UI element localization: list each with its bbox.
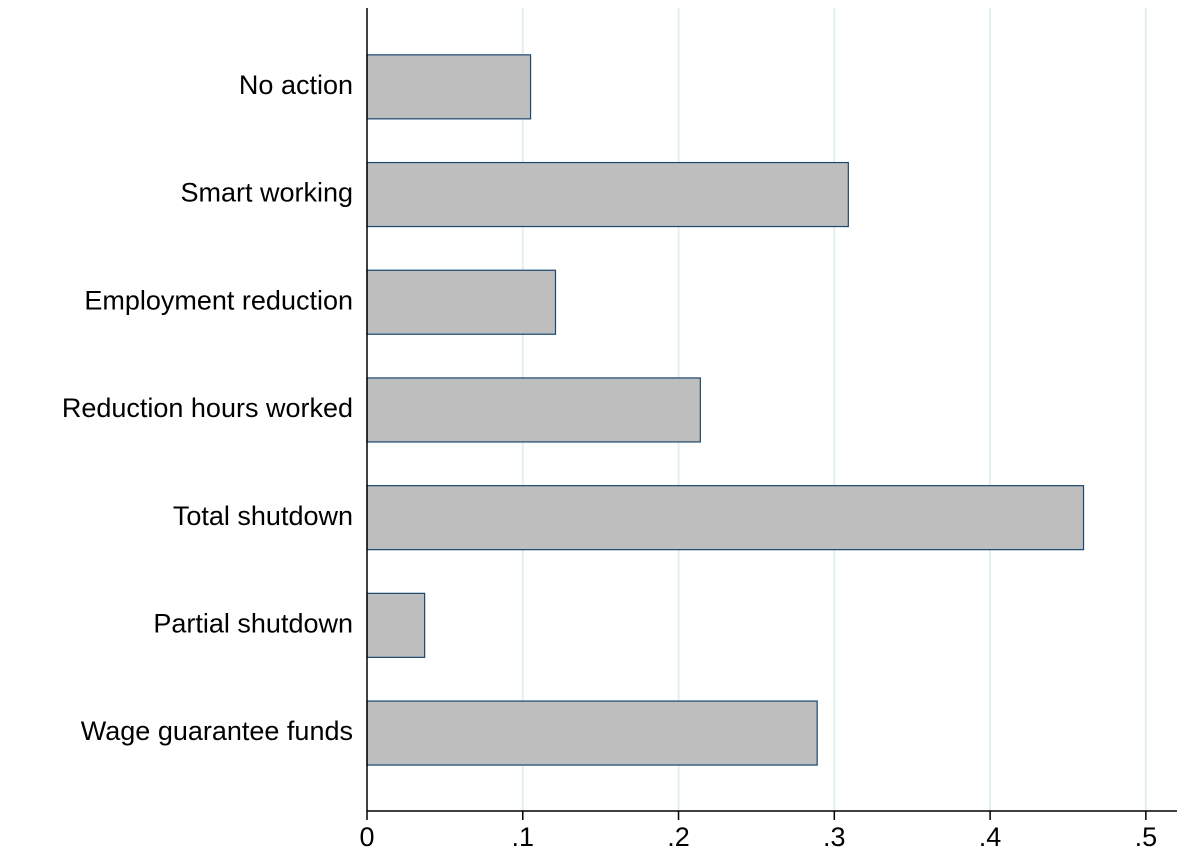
x-tick-label: .5 — [1135, 822, 1158, 852]
x-tick-label: .2 — [667, 822, 690, 852]
bar — [366, 269, 557, 335]
y-tick-label: Employment reduction — [84, 285, 353, 315]
y-tick-label: Reduction hours worked — [62, 393, 353, 423]
bar — [366, 161, 849, 228]
x-tick-label: .3 — [823, 822, 846, 852]
bar — [366, 54, 532, 120]
y-tick-label: Wage guarantee funds — [81, 716, 353, 746]
x-tick-label: .1 — [512, 822, 535, 852]
y-tick-label: Smart working — [180, 178, 353, 208]
y-tick-label: No action — [239, 70, 353, 100]
bar — [366, 592, 426, 658]
bar — [366, 377, 701, 443]
y-tick-label: Total shutdown — [173, 501, 353, 531]
bar — [366, 485, 1085, 551]
x-tick-label: 0 — [359, 822, 374, 852]
y-tick-label: Partial shutdown — [153, 608, 353, 638]
x-tick-label: .4 — [979, 822, 1002, 852]
bar — [366, 700, 818, 766]
